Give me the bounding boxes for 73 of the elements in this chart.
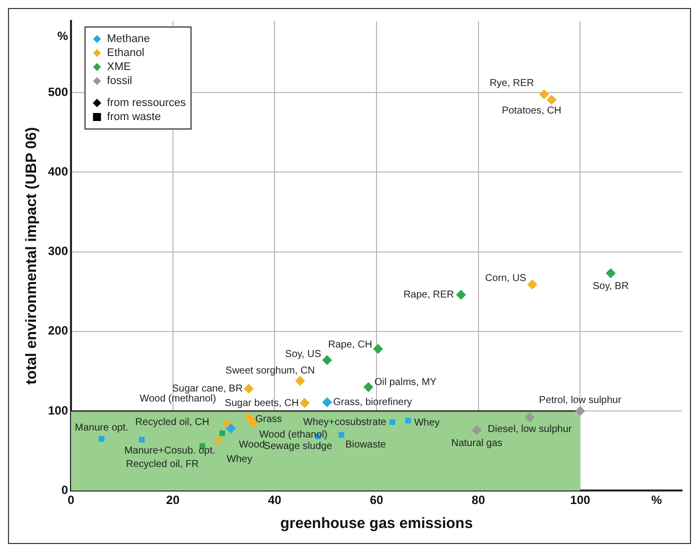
annotation: Grass, biorefinery [333, 397, 412, 408]
annotation: Soy, US [285, 348, 322, 360]
point [524, 412, 535, 422]
x-tick-label: 20 [166, 493, 180, 508]
annotation: Sugar beets, CH [224, 398, 299, 409]
point [226, 424, 236, 434]
y-tick-label: 0 [61, 482, 68, 497]
point [244, 384, 254, 394]
y-tick-label: 300 [48, 244, 68, 258]
x-axis-title: greenhouse gas emissions [280, 515, 473, 532]
legend-label: Ethanol [107, 47, 144, 60]
point [539, 89, 550, 100]
point [219, 430, 226, 436]
annotation: Wood (methanol) [140, 393, 216, 404]
point [295, 376, 306, 386]
annotation: Oil palms, MY [374, 376, 437, 388]
point [363, 382, 374, 392]
x-tick-label: 60 [370, 493, 384, 508]
annotation: Rape, CH [328, 340, 372, 351]
y-tick-label: 200 [48, 324, 68, 338]
annotation: Petrol, low sulphur [539, 394, 622, 406]
annotation: Whey [414, 417, 440, 428]
annotation: Corn, US [485, 273, 527, 284]
point [244, 412, 254, 422]
annotation: Potatoes, CH [502, 106, 562, 117]
annotation: Rape, RER [403, 290, 454, 301]
annotation: Recycled oil, FR [126, 458, 199, 470]
annotation: Sewage sludge [264, 441, 333, 452]
y-axis-title: total environmental impact (UBP 06) [23, 127, 40, 384]
x-tick-label: % [651, 493, 662, 508]
annotation: Manure opt. [74, 422, 128, 434]
point [405, 418, 411, 424]
x-tick-label: 40 [268, 493, 282, 508]
point [338, 432, 344, 438]
point [546, 94, 557, 105]
y-tick-label: 100 [48, 403, 68, 418]
legend-label: fossil [107, 75, 132, 88]
point [98, 436, 104, 442]
legend-label: XME [107, 61, 131, 74]
annotation: from ressources [107, 97, 186, 110]
point [138, 436, 145, 442]
legend-label: Methane [107, 33, 150, 46]
annotation: Whey+cosubstrate [303, 416, 387, 428]
annotation: Diesel, low sulphur [488, 424, 572, 436]
y-tick-label: 400 [48, 164, 68, 179]
annotation: Soy, BR [592, 281, 629, 292]
annotation: Recycled oil, CH [135, 417, 210, 428]
point [373, 344, 384, 354]
point [527, 279, 538, 290]
point [575, 406, 586, 416]
annotation: Manure+Cosub. opt. [124, 445, 216, 456]
x-tick-label: 80 [472, 493, 486, 508]
point [389, 419, 396, 425]
annotation: Biowaste [345, 440, 386, 451]
annotation: Natural gas [451, 438, 502, 449]
annotation: Wood [238, 439, 265, 450]
annotation: Wood (ethanol) [259, 430, 328, 441]
x-tick-label: 100 [570, 493, 590, 508]
point [216, 438, 222, 444]
point [300, 398, 310, 408]
annotation: Sugar cane, BR [172, 383, 243, 394]
y-tick-label: % [57, 29, 68, 44]
point [322, 397, 332, 408]
annotation: Grass [255, 414, 282, 426]
annotation: Sweet sorghum, CN [225, 366, 315, 377]
y-tick-label: 500 [48, 84, 68, 99]
point [472, 425, 482, 436]
annotation: Whey [226, 454, 252, 466]
point [456, 290, 466, 300]
point [606, 268, 616, 278]
point [322, 355, 332, 366]
annotation: from waste [107, 111, 161, 124]
annotation: Rye, RER [490, 78, 534, 89]
